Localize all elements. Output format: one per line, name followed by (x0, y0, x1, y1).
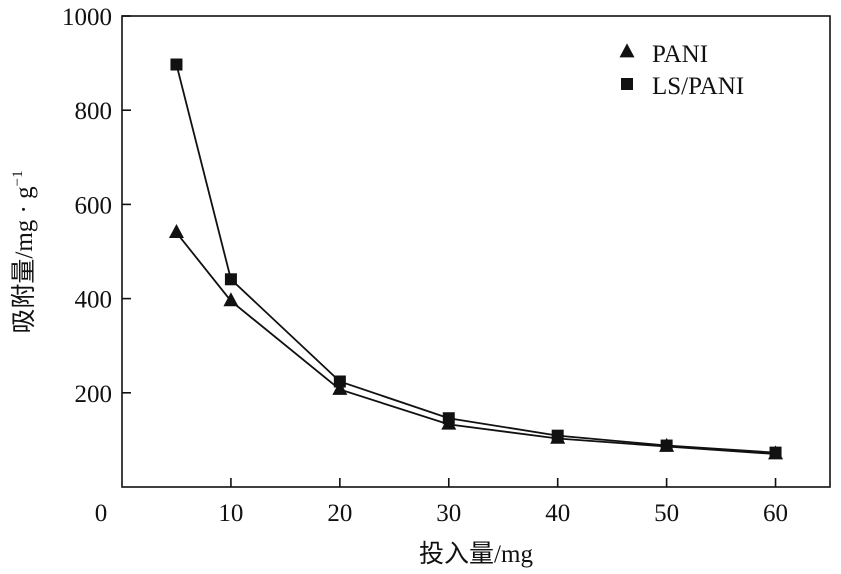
x-axis-ticks: 0 10 20 30 40 50 60 (95, 478, 788, 527)
y-axis-title-main: 吸附量/mg · g (10, 186, 38, 334)
data-point-ls-pani (333, 375, 346, 388)
y-tick-label: 200 (75, 381, 113, 408)
series-layer (168, 58, 784, 460)
data-point-ls-pani (442, 412, 455, 425)
data-point-pani (332, 380, 348, 395)
legend: PANI LS/PANI (619, 41, 744, 100)
legend-marker-pani (619, 43, 635, 58)
y-axis-title-superscript: −1 (10, 170, 26, 186)
data-point-pani (168, 223, 184, 238)
y-tick-label: 800 (75, 98, 113, 125)
data-point-ls-pani (551, 429, 564, 442)
x-tick-label: 50 (654, 500, 679, 527)
x-tick-label: 60 (763, 500, 788, 527)
y-axis-title: 吸附量/mg · g−1 (10, 170, 38, 333)
data-point-ls-pani (769, 446, 782, 459)
data-point-ls-pani (170, 58, 183, 71)
x-tick-label: 40 (545, 500, 570, 527)
series-line-pani (175, 232, 776, 455)
x-tick-label: 0 (95, 500, 108, 527)
data-point-ls-pani (224, 273, 237, 286)
series-line-ls-pani (175, 64, 776, 454)
x-axis-title: 投入量/mg (419, 540, 533, 568)
y-tick-label: 600 (75, 192, 113, 219)
legend-marker-ls-pani (621, 78, 633, 90)
data-point-pani (223, 292, 239, 307)
x-tick-label: 30 (436, 500, 461, 527)
y-tick-label: 400 (75, 287, 113, 314)
plot-axes (121, 15, 831, 488)
x-tick-label: 20 (327, 500, 352, 527)
x-tick-label: 10 (218, 500, 243, 527)
y-axis-ticks: 200 400 600 800 1000 (62, 4, 131, 408)
data-point-ls-pani (660, 439, 673, 452)
legend-label-ls-pani: LS/PANI (652, 73, 744, 100)
y-tick-label: 1000 (62, 4, 112, 31)
legend-label-pani: PANI (652, 41, 708, 68)
plot-frame (121, 15, 831, 488)
